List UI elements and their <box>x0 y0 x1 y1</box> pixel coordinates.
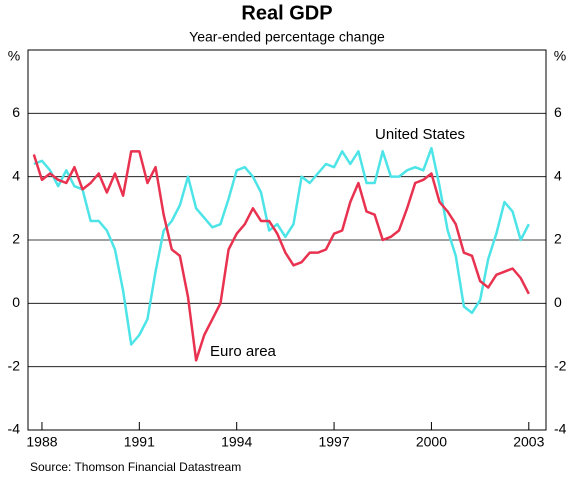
y-tick-label: -4 <box>8 421 21 437</box>
y2-axis-label: % <box>554 48 566 64</box>
source-note: Source: Thomson Financial Datastream <box>30 460 241 474</box>
y2-tick-label: 0 <box>554 294 562 310</box>
x-tick-label: 2003 <box>513 434 544 450</box>
x-tick-label: 2000 <box>416 434 447 450</box>
series-line <box>33 146 530 346</box>
y2-tick-label: 6 <box>554 104 562 120</box>
y-tick-label: 2 <box>12 231 20 247</box>
series-label: United States <box>375 126 465 143</box>
series-line <box>32 150 530 362</box>
y2-tick-label: -2 <box>554 357 567 373</box>
y-axis-label: % <box>8 48 20 64</box>
x-tick-label: 1991 <box>124 434 155 450</box>
y2-tick-label: 4 <box>554 167 562 183</box>
chart-title: Real GDP <box>241 2 332 24</box>
chart-subtitle: Year-ended percentage change <box>189 29 385 45</box>
y-tick-label: -2 <box>8 357 21 373</box>
x-tick-label: 1988 <box>26 434 57 450</box>
x-tick-label: 1994 <box>221 434 252 450</box>
y-tick-label: 0 <box>12 294 20 310</box>
y2-tick-label: -4 <box>554 421 567 437</box>
y-tick-label: 6 <box>12 104 20 120</box>
y2-tick-label: 2 <box>554 231 562 247</box>
y-tick-label: 4 <box>12 167 20 183</box>
series-label: Euro area <box>210 343 277 360</box>
x-tick-label: 1997 <box>318 434 349 450</box>
plot-frame <box>27 49 547 431</box>
